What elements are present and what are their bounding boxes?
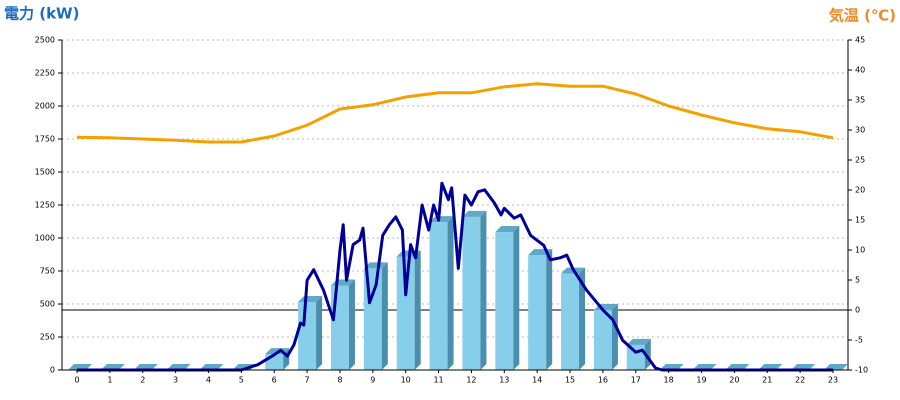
x-tick-label: 6: [272, 376, 277, 385]
bar-side: [414, 250, 421, 370]
bar-side: [447, 216, 454, 370]
bar-top: [462, 210, 487, 217]
x-tick-label: 3: [173, 376, 178, 385]
bar-side: [480, 210, 487, 370]
bar: [396, 250, 421, 370]
y2-tick-label: 35: [855, 96, 865, 105]
x-tick-label: 19: [696, 376, 706, 385]
y-tick-label: 1750: [35, 135, 55, 144]
x-tick-label: 9: [370, 376, 375, 385]
y-tick-label: 750: [40, 267, 55, 276]
bar-top: [495, 226, 520, 233]
y2-tick-label: 45: [855, 36, 865, 45]
x-tick-label: 15: [565, 376, 575, 385]
y-axis-title: 電力 (kW): [4, 5, 79, 23]
x-tick-label: 22: [795, 376, 805, 385]
line: [76, 82, 834, 144]
bar-top: [363, 262, 388, 269]
bar: [561, 267, 586, 370]
y2-tick-label: 20: [855, 186, 865, 195]
bar-front: [298, 302, 317, 370]
y2-tick-label: 25: [855, 156, 865, 165]
y2-tick-label: 40: [855, 66, 865, 75]
y-tick-label: 0: [50, 366, 55, 375]
x-tick-label: 0: [74, 376, 79, 385]
x-tick-label: 21: [762, 376, 772, 385]
bar-side: [546, 249, 553, 370]
bar-front: [396, 256, 415, 370]
y-tick-label: 1250: [35, 201, 55, 210]
x-tick-label: 16: [598, 376, 608, 385]
y2-tick-label: -10: [855, 366, 868, 375]
y2-tick-label: 30: [855, 126, 865, 135]
bar-top: [298, 296, 323, 303]
y-tick-label: 1500: [35, 168, 55, 177]
x-tick-label: 14: [532, 376, 542, 385]
y2-tick-label: 5: [855, 276, 860, 285]
x-tick-label: 23: [828, 376, 838, 385]
y-tick-label: 500: [40, 300, 55, 309]
bar-front: [330, 285, 349, 370]
x-tick-label: 20: [729, 376, 739, 385]
line: [77, 181, 833, 372]
bar-front: [561, 273, 580, 370]
x-tick-label: 17: [631, 376, 641, 385]
x-tick-label: 8: [337, 376, 342, 385]
bar-front: [462, 216, 481, 370]
x-tick-label: 10: [401, 376, 411, 385]
y2-axis-title: 気温 (℃): [829, 7, 896, 25]
x-tick-label: 5: [239, 376, 244, 385]
bar-side: [381, 262, 388, 370]
y2-tick-label: 10: [855, 246, 865, 255]
x-tick-label: 18: [664, 376, 674, 385]
bar-side: [579, 267, 586, 370]
y-tick-label: 2500: [35, 36, 55, 45]
y-tick-label: 1000: [35, 234, 55, 243]
bar-front: [593, 309, 612, 370]
bar-front: [495, 232, 514, 370]
y2-tick-label: 0: [855, 306, 860, 315]
x-tick-label: 11: [433, 376, 443, 385]
y2-tick-label: -5: [855, 336, 863, 345]
y2-tick-label: 15: [855, 216, 865, 225]
bar-top: [626, 338, 651, 345]
bar-side: [644, 338, 651, 370]
x-tick-label: 12: [466, 376, 476, 385]
bar: [495, 226, 520, 370]
bar-side: [316, 296, 323, 370]
y-tick-label: 250: [40, 333, 55, 342]
bar-top: [429, 216, 454, 223]
x-tick-label: 2: [140, 376, 145, 385]
bar: [528, 249, 553, 370]
bar-front: [429, 222, 448, 370]
x-tick-label: 7: [305, 376, 310, 385]
x-tick-label: 4: [206, 376, 211, 385]
bar-front: [528, 255, 547, 370]
bar-front: [626, 344, 645, 370]
x-tick-label: 13: [499, 376, 509, 385]
x-tick-label: 1: [107, 376, 112, 385]
bar: [298, 296, 323, 370]
bar-side: [513, 226, 520, 370]
bar-side: [348, 279, 355, 370]
bar: [462, 210, 487, 370]
bar: [429, 216, 454, 370]
bar-side: [611, 303, 618, 370]
y-tick-label: 2250: [35, 69, 55, 78]
y-tick-label: 2000: [35, 102, 55, 111]
